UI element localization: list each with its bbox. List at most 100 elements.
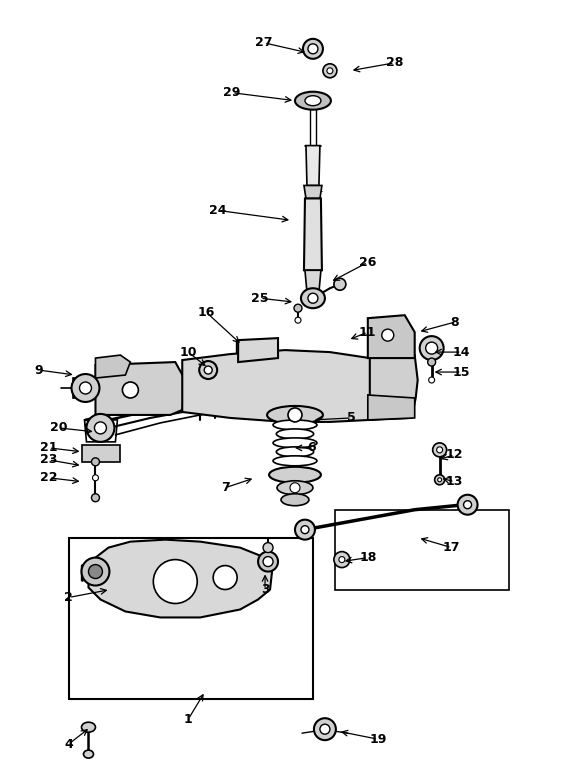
Text: 4: 4 <box>64 738 73 751</box>
Circle shape <box>88 565 102 579</box>
Circle shape <box>199 361 217 379</box>
Circle shape <box>81 558 109 586</box>
Polygon shape <box>72 378 95 398</box>
Text: 8: 8 <box>450 315 459 329</box>
Circle shape <box>425 342 438 354</box>
Circle shape <box>295 520 315 540</box>
Circle shape <box>258 552 278 572</box>
Circle shape <box>213 566 237 590</box>
Text: 13: 13 <box>446 475 464 488</box>
Circle shape <box>334 552 350 568</box>
Polygon shape <box>88 540 272 618</box>
Circle shape <box>436 447 443 453</box>
Text: 28: 28 <box>386 56 403 69</box>
Circle shape <box>290 483 300 493</box>
Text: 21: 21 <box>40 442 57 454</box>
Circle shape <box>308 44 318 54</box>
Circle shape <box>87 414 114 442</box>
Ellipse shape <box>295 92 331 110</box>
Circle shape <box>94 422 106 434</box>
Ellipse shape <box>273 456 317 466</box>
Circle shape <box>295 317 301 323</box>
Text: 1: 1 <box>184 713 192 726</box>
Text: 19: 19 <box>369 733 387 746</box>
Polygon shape <box>238 338 278 362</box>
Ellipse shape <box>81 722 95 732</box>
Circle shape <box>435 474 444 485</box>
Circle shape <box>429 377 435 383</box>
Circle shape <box>80 382 91 394</box>
Circle shape <box>420 336 444 360</box>
Text: 5: 5 <box>347 411 356 425</box>
Text: 27: 27 <box>255 37 273 49</box>
Polygon shape <box>95 355 131 378</box>
Text: 12: 12 <box>446 449 464 461</box>
Circle shape <box>91 458 99 466</box>
Text: 2: 2 <box>64 591 73 604</box>
Text: 3: 3 <box>261 583 269 596</box>
Bar <box>69 538 313 700</box>
Ellipse shape <box>276 447 314 456</box>
Ellipse shape <box>281 494 309 506</box>
Circle shape <box>334 278 346 291</box>
Polygon shape <box>368 315 414 358</box>
Ellipse shape <box>273 438 317 448</box>
Circle shape <box>323 64 337 78</box>
Text: 23: 23 <box>40 453 57 467</box>
Circle shape <box>320 724 330 734</box>
Circle shape <box>327 68 333 74</box>
Circle shape <box>263 557 273 566</box>
Text: 14: 14 <box>453 346 470 358</box>
Circle shape <box>433 443 447 456</box>
Polygon shape <box>83 445 120 462</box>
Polygon shape <box>95 362 186 415</box>
Polygon shape <box>304 185 322 199</box>
Text: 26: 26 <box>359 256 376 269</box>
Ellipse shape <box>301 288 325 308</box>
Text: 17: 17 <box>443 541 460 554</box>
Ellipse shape <box>277 481 313 495</box>
Circle shape <box>123 382 138 398</box>
Circle shape <box>464 501 472 509</box>
Polygon shape <box>370 350 418 420</box>
Circle shape <box>314 718 336 740</box>
Circle shape <box>204 366 212 374</box>
Text: 11: 11 <box>359 326 376 339</box>
Polygon shape <box>368 395 414 420</box>
Text: 29: 29 <box>224 86 241 99</box>
Polygon shape <box>306 146 320 185</box>
Circle shape <box>263 543 273 552</box>
Text: 7: 7 <box>221 481 229 494</box>
Ellipse shape <box>83 750 94 758</box>
Circle shape <box>458 495 477 515</box>
Bar <box>335 509 509 590</box>
Circle shape <box>339 557 345 562</box>
Text: 20: 20 <box>50 421 67 435</box>
Circle shape <box>92 474 98 481</box>
Circle shape <box>91 494 99 502</box>
Polygon shape <box>305 270 321 292</box>
Text: 25: 25 <box>251 291 269 305</box>
Text: 10: 10 <box>180 346 197 358</box>
Ellipse shape <box>273 420 317 430</box>
Text: 15: 15 <box>453 365 470 379</box>
Ellipse shape <box>305 96 321 106</box>
Ellipse shape <box>308 293 318 303</box>
Circle shape <box>303 39 323 58</box>
Text: 24: 24 <box>209 204 227 217</box>
Polygon shape <box>182 350 414 422</box>
Circle shape <box>428 358 436 366</box>
Circle shape <box>294 305 302 312</box>
Circle shape <box>382 330 394 341</box>
Text: 6: 6 <box>307 442 316 454</box>
Circle shape <box>438 478 442 481</box>
Ellipse shape <box>269 467 321 483</box>
Text: 22: 22 <box>40 471 57 485</box>
Polygon shape <box>304 199 322 270</box>
Text: 18: 18 <box>359 551 376 564</box>
Circle shape <box>72 374 99 402</box>
Ellipse shape <box>267 406 323 424</box>
Text: 16: 16 <box>198 305 215 319</box>
Text: 9: 9 <box>34 364 43 376</box>
Circle shape <box>301 526 309 534</box>
